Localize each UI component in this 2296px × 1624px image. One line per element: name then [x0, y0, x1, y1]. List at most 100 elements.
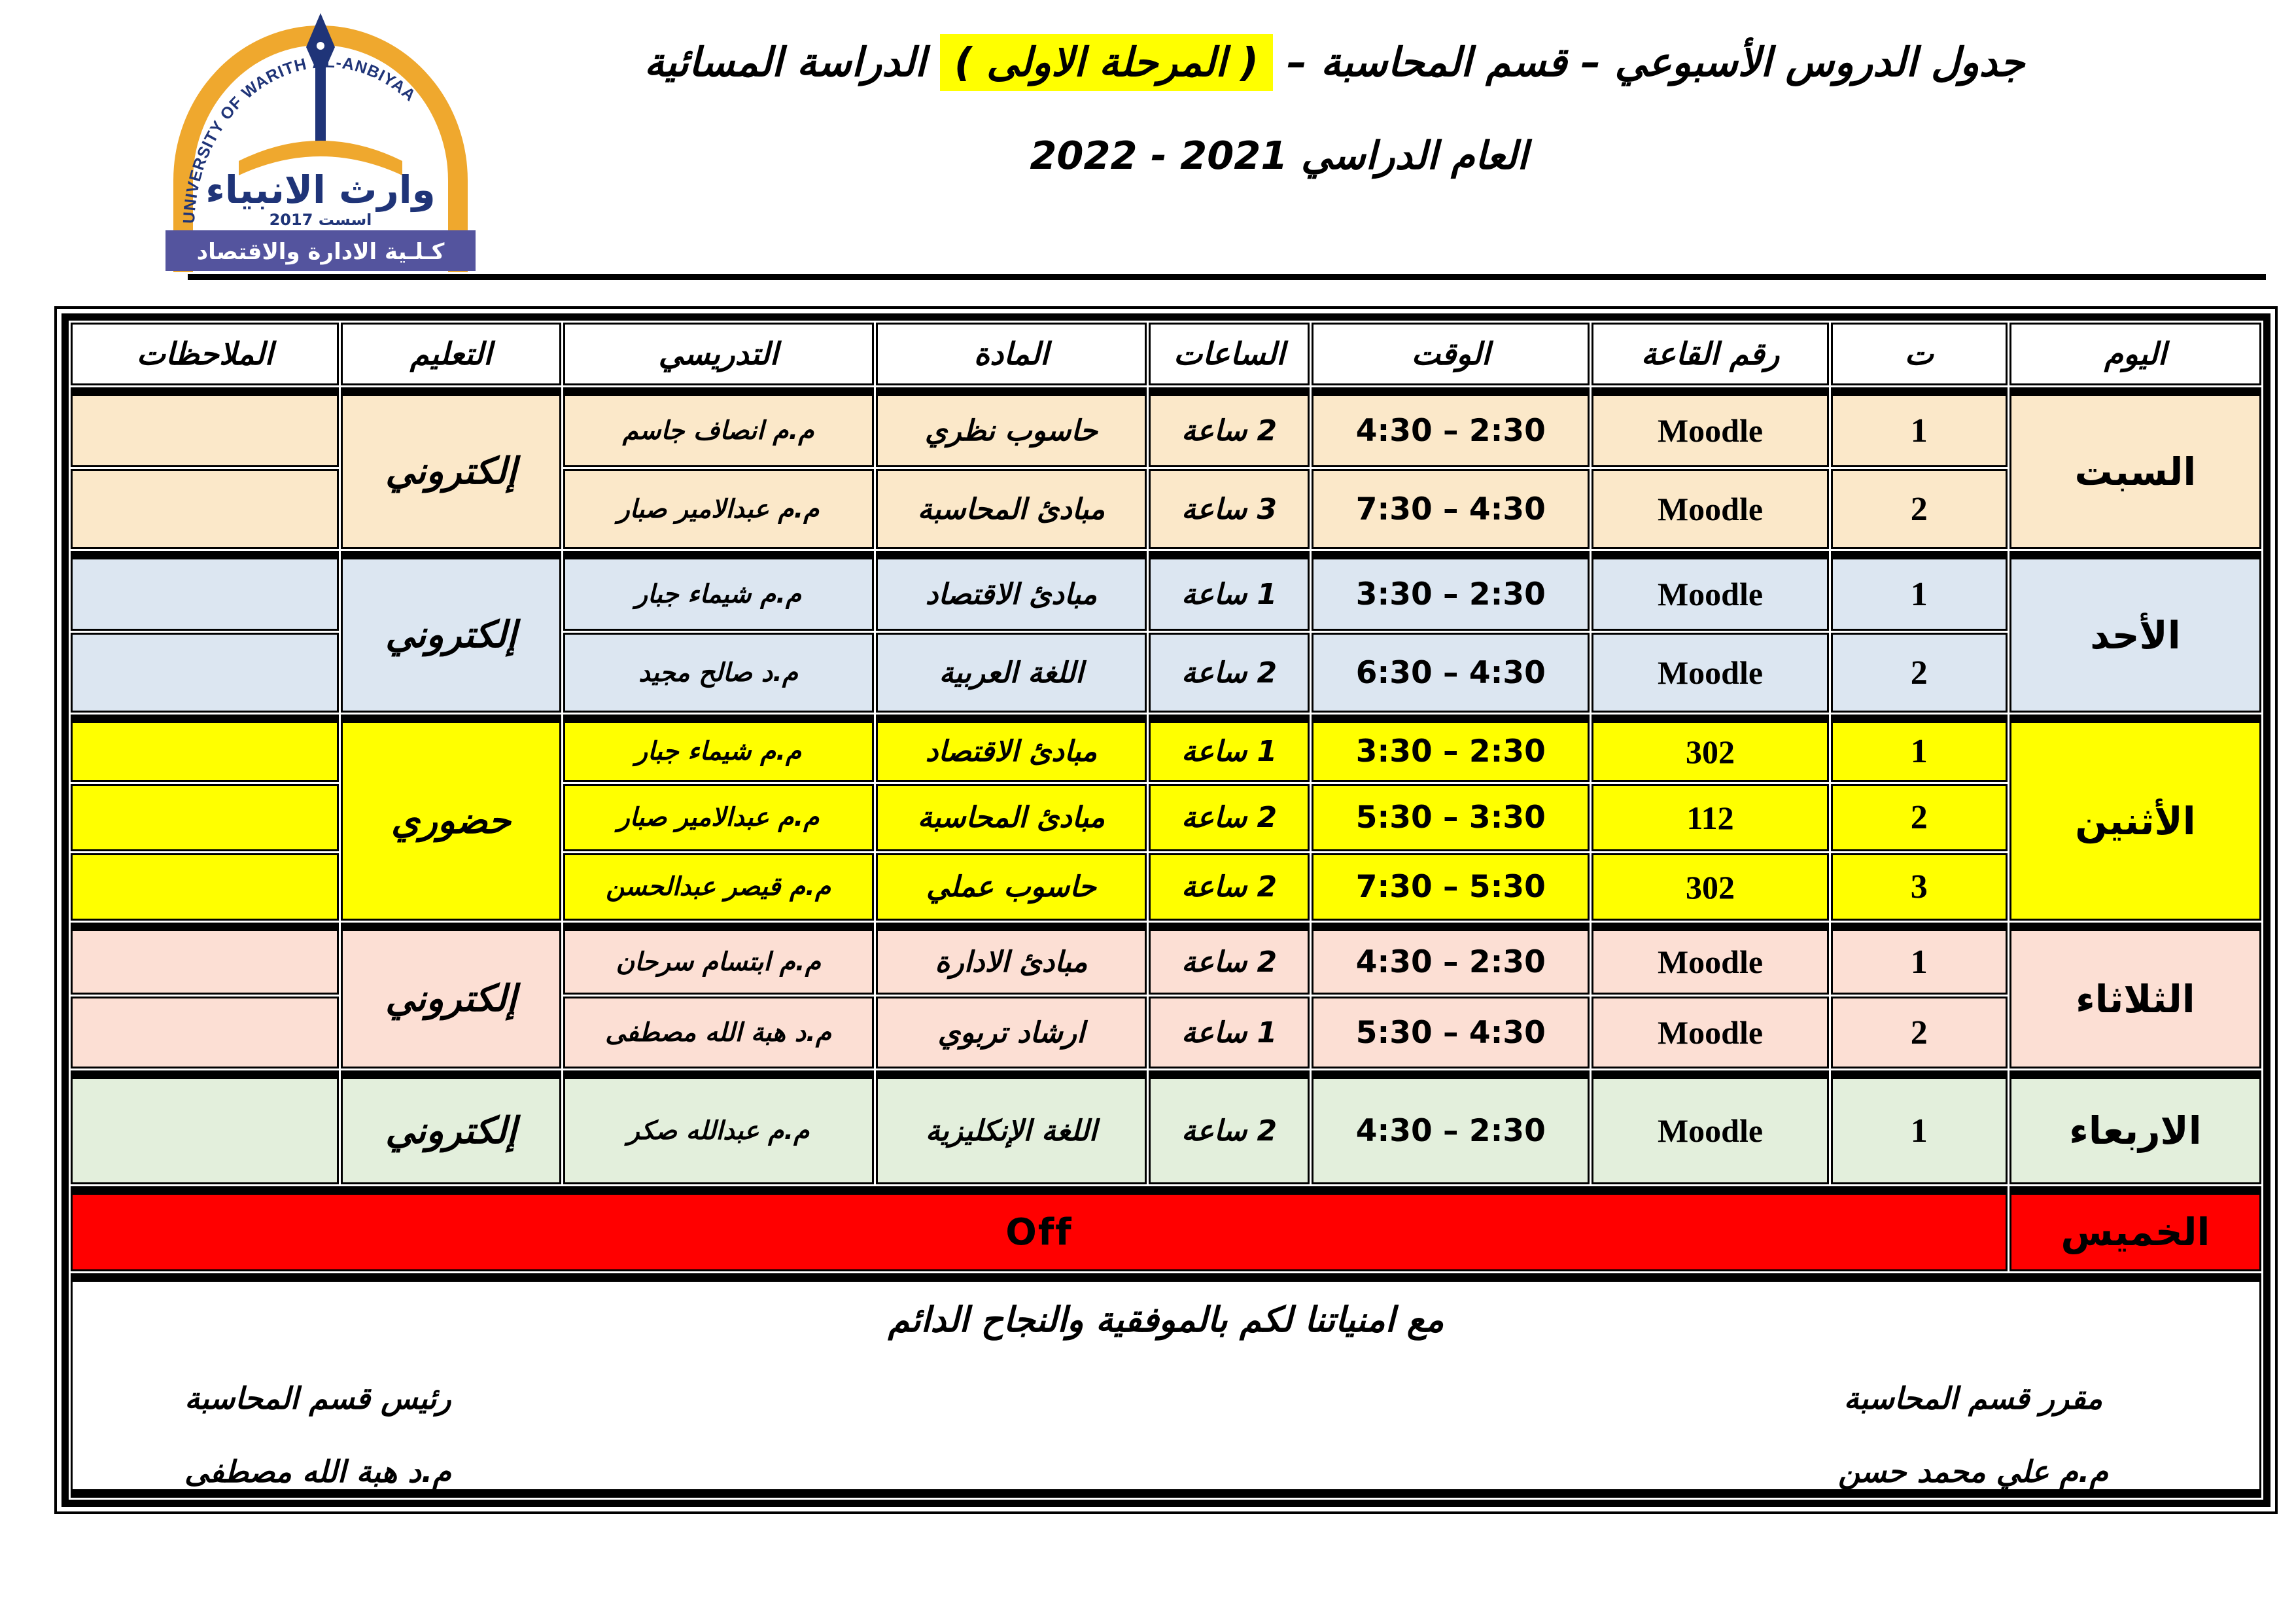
- serial-cell: 3: [1830, 853, 2008, 921]
- hours-cell: 3 ساعة: [1149, 469, 1310, 549]
- table-row: السبت 1 Moodle 4:30 – 2:30 2 ساعة حاسوب …: [71, 387, 2261, 549]
- col-header-time: الوقت: [1312, 323, 1590, 385]
- day-cell: السبت: [2009, 387, 2261, 549]
- title-post: الدراسة المسائية: [644, 39, 940, 86]
- signatures: مقرر قسم المحاسبة م.م علي محمد حسن رئيس …: [77, 1381, 2255, 1489]
- serial-cell: 1: [1830, 387, 2008, 467]
- title-highlight: ( المرحلة الاولى ): [939, 34, 1274, 91]
- time-cell: 6:30 – 4:30: [1312, 633, 1590, 713]
- time-cell: 3:30 – 2:30: [1312, 551, 1590, 631]
- col-header-hours: الساعات: [1149, 323, 1310, 385]
- table-footer: مع امنياتنا لكم بالموفقية والنجاح الدائم…: [71, 1273, 2261, 1498]
- col-header-education: التعليم: [341, 323, 561, 385]
- subject-cell: حاسوب عملي: [875, 853, 1147, 921]
- subject-cell: مبادئ الاقتصاد: [875, 551, 1147, 631]
- time-text: 3:30 – 2:30: [1355, 733, 1546, 769]
- title-pre: جدول الدروس الأسبوعي – قسم المحاسبة –: [1273, 39, 2025, 86]
- hours-cell: 2 ساعة: [1149, 784, 1310, 851]
- hours-cell: 2 ساعة: [1149, 633, 1310, 713]
- notes-cell: [71, 997, 339, 1068]
- hours-cell: 1 ساعة: [1149, 715, 1310, 782]
- teacher-cell: م.م قيصر عبدالحسن: [563, 853, 874, 921]
- education-cell: إلكتروني: [341, 387, 561, 549]
- time-cell: 7:30 – 4:30: [1312, 469, 1590, 549]
- logo-established: اسست 2017: [270, 211, 372, 229]
- hours-cell: 1 ساعة: [1149, 551, 1310, 631]
- education-cell: إلكتروني: [341, 1070, 561, 1184]
- schedule-table: اليوم ت رقم القاعة الوقت الساعات المادة …: [61, 313, 2270, 1507]
- time-cell: 3:30 – 2:30: [1312, 715, 1590, 782]
- table-row: الأثنين 1 302 3:30 – 2:30 1 ساعة مبادئ ا…: [71, 715, 2261, 921]
- day-cell: الثلاثاء: [2009, 923, 2261, 1068]
- col-header-subject: المادة: [875, 323, 1147, 385]
- serial-cell: 2: [1830, 469, 2008, 549]
- subject-cell: ارشاد تربوي: [875, 997, 1147, 1068]
- time-cell: 4:30 – 2:30: [1312, 923, 1590, 995]
- serial-cell: 2: [1830, 633, 2008, 713]
- signature-right-role: مقرر قسم المحاسبة: [1843, 1381, 2103, 1416]
- notes-cell: [71, 1070, 339, 1184]
- table-row: 2 Moodle 6:30 – 4:30 2 ساعة اللغة العربي…: [71, 633, 2261, 713]
- serial-cell: 1: [1830, 923, 2008, 995]
- header-row: اليوم ت رقم القاعة الوقت الساعات المادة …: [71, 323, 2261, 385]
- hours-cell: 2 ساعة: [1149, 387, 1310, 467]
- notes-cell: [71, 633, 339, 713]
- table-row: الثلاثاء 1 Moodle 4:30 – 2:30 2 ساعة مبا…: [71, 923, 2261, 1068]
- teacher-cell: م.م عبدالله صكر: [563, 1070, 874, 1184]
- time-cell: 4:30 – 2:30: [1312, 1070, 1590, 1184]
- room-cell: 302: [1592, 853, 1829, 921]
- notes-cell: [71, 387, 339, 467]
- teacher-cell: م.د صالح مجيد: [563, 633, 874, 713]
- schedule-table-frame: اليوم ت رقم القاعة الوقت الساعات المادة …: [54, 306, 2278, 1514]
- subject-cell: حاسوب نظري: [875, 387, 1147, 467]
- teacher-cell: م.م ابتسام سرحان: [563, 923, 874, 995]
- subject-cell: اللغة العربية: [875, 633, 1147, 713]
- table-row: 3 302 7:30 – 5:30 2 ساعة حاسوب عملي م.م …: [71, 853, 2261, 921]
- room-cell: Moodle: [1592, 923, 1829, 995]
- logo-banner: [165, 230, 476, 271]
- time-cell: 7:30 – 5:30: [1312, 853, 1590, 921]
- time-text: 3:30 – 2:30: [1355, 576, 1546, 612]
- signature-left-name: م.د هبة الله مصطفى: [184, 1454, 451, 1489]
- col-header-teacher: التدريسي: [563, 323, 874, 385]
- serial-cell: 1: [1830, 551, 2008, 631]
- serial-cell: 1: [1830, 715, 2008, 782]
- table-row: 2 112 5:30 – 3:30 2 ساعة مبادئ المحاسبة …: [71, 784, 2261, 851]
- notes-cell: [71, 853, 339, 921]
- academic-year: العام الدراسي 2021 - 2022: [1030, 133, 1528, 178]
- hours-cell: 1 ساعة: [1149, 997, 1310, 1068]
- col-header-serial: ت: [1830, 323, 2008, 385]
- room-cell: Moodle: [1592, 1070, 1829, 1184]
- hours-cell: 2 ساعة: [1149, 1070, 1310, 1184]
- day-cell: الأثنين: [2009, 715, 2261, 921]
- logo-book-icon: [239, 141, 402, 175]
- teacher-cell: م.م انصاف جاسم: [563, 387, 874, 467]
- teacher-cell: م.م عبدالامير صبار: [563, 784, 874, 851]
- time-text: 4:30 – 2:30: [1355, 1112, 1546, 1149]
- time-text: 6:30 – 4:30: [1355, 654, 1546, 691]
- page-title: جدول الدروس الأسبوعي – قسم المحاسبة – ( …: [468, 34, 2201, 91]
- time-cell: 5:30 – 4:30: [1312, 997, 1590, 1068]
- subject-cell: اللغة الإنكليزية: [875, 1070, 1147, 1184]
- education-cell: إلكتروني: [341, 923, 561, 1068]
- time-text: 7:30 – 4:30: [1355, 491, 1546, 527]
- time-text: 4:30 – 2:30: [1355, 944, 1546, 980]
- room-cell: Moodle: [1592, 997, 1829, 1068]
- logo-name-ar: وارث الانبياء: [205, 168, 435, 213]
- time-text: 5:30 – 4:30: [1355, 1014, 1546, 1051]
- table-row: 2 Moodle 7:30 – 4:30 3 ساعة مبادئ المحاس…: [71, 469, 2261, 549]
- room-cell: Moodle: [1592, 633, 1829, 713]
- notes-cell: [71, 469, 339, 549]
- serial-cell: 1: [1830, 1070, 2008, 1184]
- notes-cell: [71, 923, 339, 995]
- table-row: الخميس Off: [71, 1186, 2261, 1271]
- signature-left-role: رئيس قسم المحاسبة: [184, 1381, 451, 1416]
- title-divider: [188, 274, 2266, 280]
- teacher-cell: م.م شيماء جبار: [563, 551, 874, 631]
- footer-cell: مع امنياتنا لكم بالموفقية والنجاح الدائم…: [71, 1273, 2261, 1498]
- notes-cell: [71, 784, 339, 851]
- time-cell: 4:30 – 2:30: [1312, 387, 1590, 467]
- notes-cell: [71, 551, 339, 631]
- teacher-cell: م.م عبدالامير صبار: [563, 469, 874, 549]
